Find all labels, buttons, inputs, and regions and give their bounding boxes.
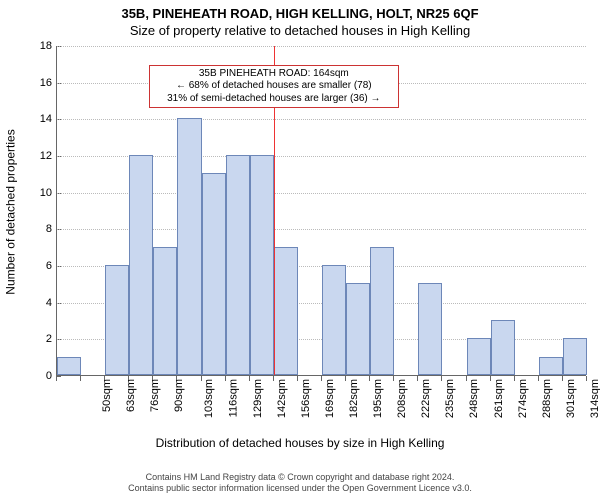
footer-line-1: Contains HM Land Registry data © Crown c…: [0, 472, 600, 483]
x-tick-mark: [249, 376, 250, 381]
y-axis-ticks: 024681012141618: [22, 46, 56, 376]
x-tick-mark: [297, 376, 298, 381]
x-tick-mark: [417, 376, 418, 381]
annotation-box: 35B PINEHEATH ROAD: 164sqm ← 68% of deta…: [149, 65, 399, 109]
histogram-bar: [491, 320, 515, 375]
x-tick-mark: [490, 376, 491, 381]
x-tick-label: 142sqm: [276, 379, 288, 418]
x-tick-label: 301sqm: [565, 379, 577, 418]
y-tick-label: 8: [22, 223, 52, 235]
histogram-bar: [539, 357, 563, 375]
x-tick-mark: [345, 376, 346, 381]
x-tick-label: 274sqm: [517, 379, 529, 418]
histogram-bar: [177, 118, 201, 375]
histogram-bar: [250, 155, 274, 375]
x-tick-mark: [562, 376, 563, 381]
x-tick-label: 288sqm: [541, 379, 553, 418]
x-tick-label: 50sqm: [101, 379, 113, 412]
x-tick-label: 182sqm: [348, 379, 360, 418]
x-tick-label: 195sqm: [372, 379, 384, 418]
histogram-bar: [226, 155, 250, 375]
histogram-bar: [418, 283, 442, 375]
x-tick-mark: [586, 376, 587, 381]
x-tick-label: 116sqm: [227, 379, 239, 417]
x-tick-label: 169sqm: [324, 379, 336, 418]
x-tick-mark: [80, 376, 81, 381]
x-tick-label: 314sqm: [589, 379, 600, 418]
footer-attribution: Contains HM Land Registry data © Crown c…: [0, 472, 600, 494]
histogram-bar: [370, 247, 394, 375]
histogram-bar: [129, 155, 153, 375]
x-tick-mark: [369, 376, 370, 381]
x-tick-label: 222sqm: [420, 379, 432, 418]
x-tick-mark: [201, 376, 202, 381]
histogram-bar: [274, 247, 298, 375]
y-tick-label: 12: [22, 150, 52, 162]
chart-area: Number of detached properties 0 2 4 6 8 10 12 1…: [0, 42, 600, 442]
y-tick-label: 4: [22, 297, 52, 309]
x-axis-title: Distribution of detached houses by size …: [0, 436, 600, 450]
histogram-bar: [57, 357, 81, 375]
y-tick-label: 14: [22, 113, 52, 125]
x-tick-mark: [514, 376, 515, 381]
x-axis-ticks: 50sqm 63sqm 76sqm 90sqm 103sqm 116sqm 129sqm 14…: [56, 376, 586, 436]
y-tick-label: 16: [22, 77, 52, 89]
x-tick-label: 248sqm: [469, 379, 481, 418]
y-tick-label: 10: [22, 187, 52, 199]
x-tick-mark: [466, 376, 467, 381]
x-tick-mark: [321, 376, 322, 381]
x-tick-label: 129sqm: [252, 379, 264, 418]
plot-region: 35B PINEHEATH ROAD: 164sqm ← 68% of deta…: [56, 46, 586, 376]
x-tick-mark: [225, 376, 226, 381]
histogram-bar: [467, 338, 491, 375]
annotation-line-2: ← 68% of detached houses are smaller (78…: [156, 80, 392, 93]
histogram-bar: [153, 247, 177, 375]
annotation-line-1: 35B PINEHEATH ROAD: 164sqm: [156, 68, 392, 81]
histogram-bar: [346, 283, 370, 375]
histogram-bar: [563, 338, 587, 375]
main-title: 35B, PINEHEATH ROAD, HIGH KELLING, HOLT,…: [0, 6, 600, 21]
x-tick-label: 261sqm: [493, 379, 505, 418]
histogram-bar: [322, 265, 346, 375]
chart-titles: 35B, PINEHEATH ROAD, HIGH KELLING, HOLT,…: [0, 0, 600, 38]
y-tick-label: 0: [22, 370, 52, 382]
x-tick-label: 76sqm: [149, 379, 161, 412]
x-tick-label: 90sqm: [173, 379, 185, 412]
annotation-line-3: 31% of semi-detached houses are larger (…: [156, 93, 392, 106]
y-tick-label: 2: [22, 333, 52, 345]
histogram-bar: [202, 173, 226, 375]
x-tick-label: 156sqm: [300, 379, 312, 418]
x-tick-mark: [441, 376, 442, 381]
x-tick-mark: [273, 376, 274, 381]
y-tick-label: 6: [22, 260, 52, 272]
histogram-bar: [105, 265, 129, 375]
sub-title: Size of property relative to detached ho…: [0, 23, 600, 38]
x-tick-label: 235sqm: [444, 379, 456, 418]
x-tick-mark: [56, 376, 57, 381]
y-tick-label: 18: [22, 40, 52, 52]
y-axis-label: Number of detached properties: [3, 42, 19, 382]
x-tick-label: 63sqm: [125, 379, 137, 412]
x-tick-mark: [538, 376, 539, 381]
x-tick-mark: [393, 376, 394, 381]
x-tick-label: 103sqm: [204, 379, 216, 418]
footer-line-2: Contains public sector information licen…: [0, 483, 600, 494]
x-tick-label: 208sqm: [396, 379, 408, 418]
